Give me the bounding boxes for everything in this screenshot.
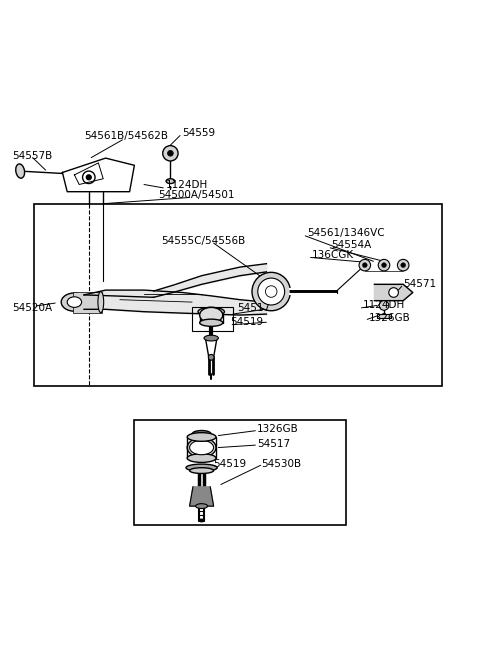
Ellipse shape — [192, 430, 211, 438]
Bar — [377, 314, 391, 318]
Ellipse shape — [61, 293, 88, 311]
Ellipse shape — [208, 354, 214, 360]
Ellipse shape — [198, 307, 224, 316]
Polygon shape — [374, 284, 413, 301]
Circle shape — [163, 146, 178, 161]
Circle shape — [258, 278, 285, 305]
Circle shape — [252, 273, 290, 311]
Text: 54500A/54501: 54500A/54501 — [158, 190, 235, 200]
Circle shape — [379, 301, 389, 310]
Text: 54561/1346VC: 54561/1346VC — [307, 229, 385, 238]
Text: 54530B: 54530B — [262, 459, 302, 469]
Circle shape — [359, 260, 371, 271]
Ellipse shape — [190, 440, 214, 455]
Text: 54520A: 54520A — [12, 303, 52, 313]
Ellipse shape — [67, 297, 82, 307]
Circle shape — [397, 260, 409, 271]
Text: 54517: 54517 — [257, 439, 290, 449]
Bar — [192, 307, 233, 331]
Ellipse shape — [190, 468, 214, 474]
Text: 54519: 54519 — [230, 317, 264, 327]
Ellipse shape — [187, 433, 216, 442]
Circle shape — [389, 288, 398, 298]
Polygon shape — [62, 158, 134, 192]
Ellipse shape — [16, 164, 24, 178]
Bar — [134, 420, 346, 526]
Text: 54517: 54517 — [238, 303, 271, 313]
Text: 54554A: 54554A — [331, 240, 372, 250]
Ellipse shape — [98, 292, 104, 313]
Text: 54561B/54562B: 54561B/54562B — [84, 131, 168, 141]
Ellipse shape — [200, 307, 223, 323]
Bar — [73, 292, 102, 313]
Ellipse shape — [194, 434, 209, 440]
Text: 1326GB: 1326GB — [369, 313, 410, 323]
Text: 54559: 54559 — [182, 127, 216, 138]
Ellipse shape — [204, 335, 218, 341]
Ellipse shape — [187, 454, 216, 463]
Text: 54555C/54556B: 54555C/54556B — [161, 236, 245, 246]
Text: 1326GB: 1326GB — [257, 424, 299, 434]
Circle shape — [362, 263, 367, 267]
Text: 1124DH: 1124DH — [166, 181, 208, 191]
Ellipse shape — [186, 464, 217, 471]
Circle shape — [168, 150, 173, 156]
Polygon shape — [190, 487, 214, 506]
Ellipse shape — [196, 504, 208, 509]
Text: 54571: 54571 — [403, 279, 436, 289]
Ellipse shape — [199, 519, 204, 522]
Circle shape — [401, 263, 406, 267]
Ellipse shape — [187, 438, 216, 457]
Circle shape — [86, 175, 91, 180]
Ellipse shape — [200, 319, 223, 327]
Circle shape — [382, 263, 386, 267]
Circle shape — [378, 260, 390, 271]
Text: 1124DH: 1124DH — [362, 300, 405, 311]
Text: 136CGK: 136CGK — [312, 250, 354, 260]
Text: 54519: 54519 — [214, 459, 247, 469]
Text: 54557B: 54557B — [12, 150, 52, 161]
Ellipse shape — [166, 179, 175, 183]
Bar — [34, 204, 442, 386]
